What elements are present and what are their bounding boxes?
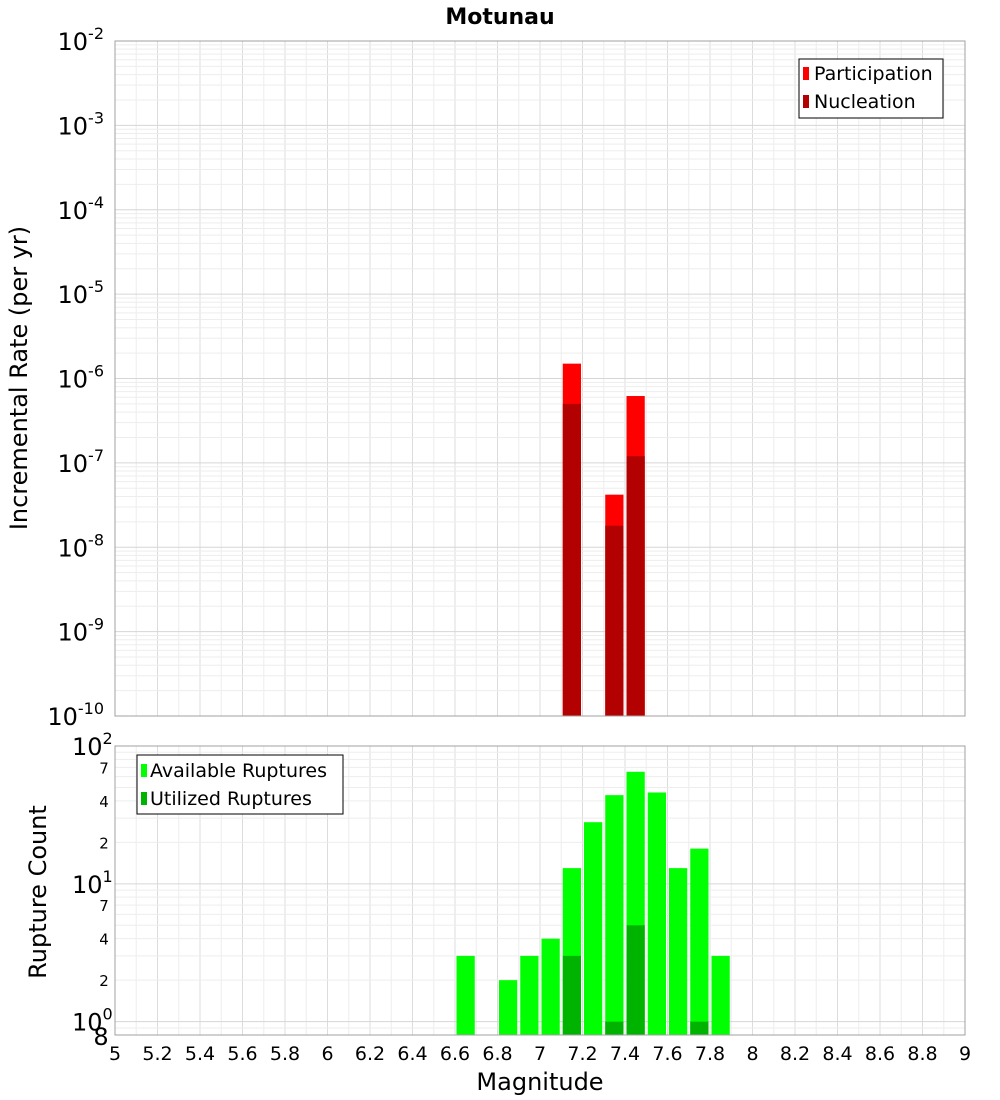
y-minor-tick-label: 4 xyxy=(99,793,109,811)
bar-available-ruptures xyxy=(584,822,603,1035)
x-tick-label: 7.8 xyxy=(695,1043,725,1065)
bar-utilized-ruptures xyxy=(690,1021,709,1035)
bar-available-ruptures xyxy=(456,955,475,1035)
chart-title: Motunau xyxy=(445,5,554,30)
bar-utilized-ruptures xyxy=(562,955,581,1035)
x-tick-label: 9 xyxy=(959,1043,971,1065)
available-legend-label: Available Ruptures xyxy=(150,760,327,782)
x-tick-label: 5.4 xyxy=(185,1043,215,1065)
top-plot-bars xyxy=(562,363,645,716)
x-tick-label: 8.4 xyxy=(822,1043,852,1065)
y-tick-label: 10-8 xyxy=(58,530,105,562)
utilized-legend-swatch xyxy=(141,792,147,805)
y-minor-tick-label: 7 xyxy=(99,897,109,915)
y-minor-tick-label: 4 xyxy=(99,931,109,949)
y-tick-label: 101 xyxy=(72,867,113,899)
bottom-y-tick-labels: 100 101 102 8 2 4 7 2 4 7 xyxy=(72,729,113,1051)
x-tick-label: 8.8 xyxy=(907,1043,937,1065)
bar-nucleation xyxy=(605,525,624,716)
bar-available-ruptures xyxy=(605,795,624,1035)
bar-nucleation xyxy=(626,456,645,716)
y-tick-label: 10-2 xyxy=(58,24,105,56)
bar-available-ruptures xyxy=(520,955,539,1035)
bottom-plot-bars xyxy=(456,771,730,1035)
y-tick-label: 10-6 xyxy=(58,362,105,394)
bottom-legend-box xyxy=(136,754,344,815)
x-tick-label: 8 xyxy=(746,1043,758,1065)
x-tick-label: 5.2 xyxy=(142,1043,172,1065)
x-tick-label: 6.8 xyxy=(482,1043,512,1065)
x-tick-label: 6.2 xyxy=(355,1043,385,1065)
x-axis-label: Magnitude xyxy=(476,1068,603,1096)
y-tick-label: 10-5 xyxy=(58,277,105,309)
x-tick-label: 8.2 xyxy=(780,1043,810,1065)
top-legend-box xyxy=(798,58,944,119)
y-minor-tick-label: 7 xyxy=(99,759,109,777)
x-tick-label: 7.6 xyxy=(652,1043,682,1065)
bar-available-ruptures xyxy=(690,848,709,1035)
top-plot-grid xyxy=(114,41,966,717)
y-tick-label: 10-9 xyxy=(58,615,105,647)
bottom-y-axis-label: Rupture Count xyxy=(24,805,52,979)
top-y-tick-labels: 10-10 10-9 10-8 10-7 10-6 10-5 10-4 10-3 10-2 xyxy=(47,24,104,731)
available-legend-swatch xyxy=(141,764,147,777)
nucleation-legend-label: Nucleation xyxy=(814,91,916,113)
y-tick-label: 102 xyxy=(72,729,113,761)
y-tick-label: 10-3 xyxy=(58,108,105,140)
x-tick-label: 6.4 xyxy=(397,1043,427,1065)
bar-available-ruptures xyxy=(647,792,666,1035)
y-minor-tick-label: 8 xyxy=(93,1023,108,1051)
bar-utilized-ruptures xyxy=(626,925,645,1035)
bottom-legend: Available Ruptures Utilized Ruptures xyxy=(136,754,344,815)
x-tick-label: 6.6 xyxy=(440,1043,470,1065)
nucleation-legend-swatch xyxy=(803,95,809,108)
top-legend: Participation Nucleation xyxy=(798,58,944,119)
x-tick-label: 7 xyxy=(534,1043,546,1065)
bar-available-ruptures xyxy=(669,868,688,1035)
x-tick-label: 7.4 xyxy=(610,1043,640,1065)
bar-available-ruptures xyxy=(541,938,560,1035)
x-tick-label: 7.2 xyxy=(567,1043,597,1065)
y-tick-label: 10-10 xyxy=(47,699,104,731)
x-tick-labels: 5 5.2 5.4 5.6 5.8 6 6.2 6.4 6.6 6.8 7 7.2 7.4 7.6 7.8 8… xyxy=(109,1043,971,1065)
x-tick-label: 5 xyxy=(109,1043,121,1065)
bar-available-ruptures xyxy=(499,980,518,1035)
top-plot-frame xyxy=(114,40,966,717)
participation-legend-label: Participation xyxy=(814,63,933,85)
x-tick-label: 8.6 xyxy=(865,1043,895,1065)
bar-utilized-ruptures xyxy=(605,1021,624,1035)
bar-nucleation xyxy=(562,403,581,716)
y-minor-tick-label: 2 xyxy=(99,834,109,852)
x-tick-label: 5.6 xyxy=(227,1043,257,1065)
bottom-plot-frame xyxy=(114,745,966,1036)
x-tick-label: 5.8 xyxy=(270,1043,300,1065)
y-tick-label: 10-4 xyxy=(58,193,105,225)
y-tick-label: 10-7 xyxy=(58,446,105,478)
y-tick-label: 100 xyxy=(72,1005,113,1037)
top-y-axis-label: Incremental Rate (per yr) xyxy=(5,226,33,530)
participation-legend-swatch xyxy=(803,67,809,80)
bar-available-ruptures xyxy=(711,955,730,1035)
utilized-legend-label: Utilized Ruptures xyxy=(150,788,312,810)
y-minor-tick-label: 2 xyxy=(99,972,109,990)
x-tick-label: 6 xyxy=(321,1043,333,1065)
